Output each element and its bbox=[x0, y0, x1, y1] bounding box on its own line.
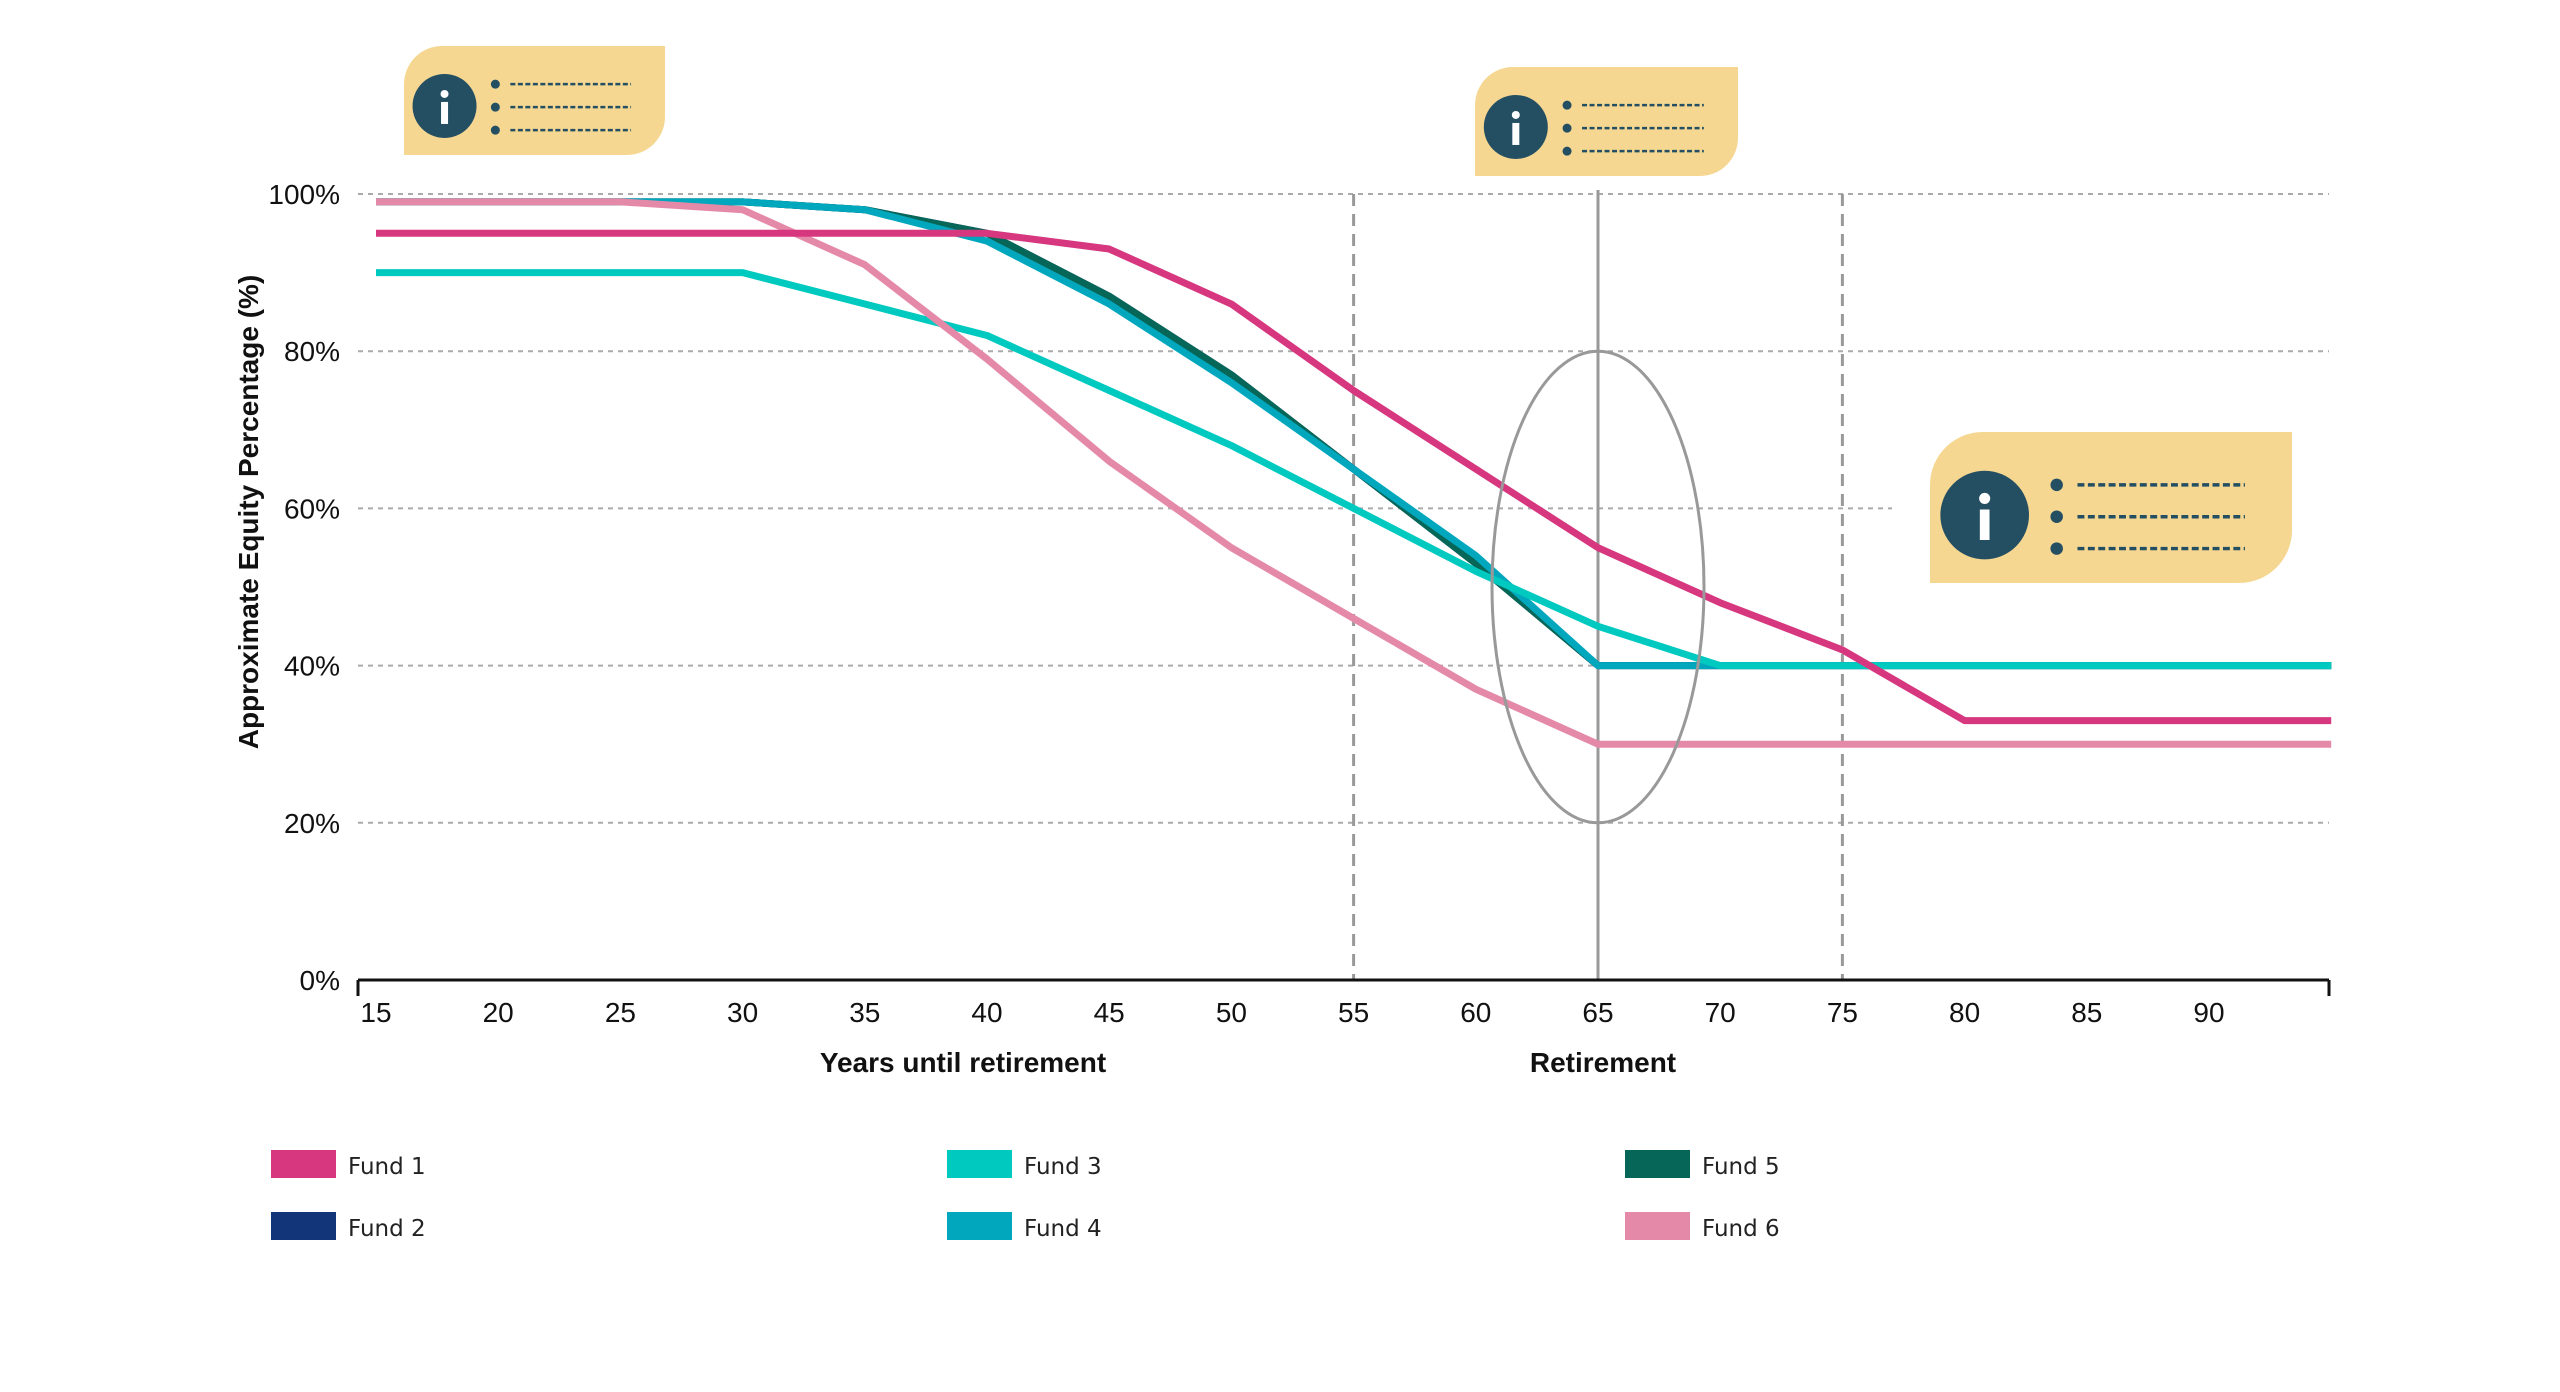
legend-swatch bbox=[1625, 1150, 1690, 1178]
x-tick-label: 40 bbox=[971, 997, 1002, 1028]
info-icon-stem bbox=[1512, 122, 1520, 145]
series-line-fund-6 bbox=[376, 198, 2332, 748]
x-tick-label: 60 bbox=[1460, 997, 1491, 1028]
info-icon-dot bbox=[1511, 110, 1520, 119]
x-tick-label: 70 bbox=[1705, 997, 1736, 1028]
bullet-icon bbox=[1562, 146, 1572, 156]
x-tick-label: 55 bbox=[1338, 997, 1369, 1028]
x-tick-label: 50 bbox=[1216, 997, 1247, 1028]
y-tick-label: 100% bbox=[268, 179, 340, 210]
bullet-icon bbox=[490, 125, 500, 135]
x-tick-label: 30 bbox=[727, 997, 758, 1028]
bullet-icon bbox=[490, 79, 500, 89]
x-tick-label: 20 bbox=[483, 997, 514, 1028]
legend-swatch bbox=[1625, 1212, 1690, 1240]
bullet-icon bbox=[2050, 510, 2063, 523]
legend-swatch bbox=[271, 1150, 336, 1178]
x-tick-label: 80 bbox=[1949, 997, 1980, 1028]
retirement-ellipse bbox=[1490, 349, 1706, 825]
legend-label: Fund 2 bbox=[348, 1216, 426, 1242]
reference-lines bbox=[1352, 190, 1844, 980]
bullet-icon bbox=[2050, 542, 2063, 555]
retirement-label: Retirement bbox=[1530, 1047, 1676, 1078]
info-callout bbox=[1475, 67, 1738, 176]
info-icon-stem bbox=[1979, 509, 1990, 540]
legend-label: Fund 1 bbox=[348, 1154, 426, 1180]
x-tick-label: 25 bbox=[605, 997, 636, 1028]
x-tick-label: 15 bbox=[360, 997, 391, 1028]
legend-swatch bbox=[271, 1212, 336, 1240]
info-callout bbox=[404, 46, 665, 155]
series-lines bbox=[376, 198, 2332, 825]
legend-swatch bbox=[947, 1150, 1012, 1178]
y-tick-label: 0% bbox=[300, 965, 340, 996]
y-tick-label: 80% bbox=[284, 336, 340, 367]
bullet-icon bbox=[1562, 100, 1572, 110]
x-tick-label: 85 bbox=[2071, 997, 2102, 1028]
info-icon-dot bbox=[440, 89, 449, 98]
y-axis-title: Approximate Equity Percentage (%) bbox=[233, 275, 264, 750]
legend-label: Fund 3 bbox=[1024, 1154, 1102, 1180]
info-icon-stem bbox=[441, 101, 449, 124]
axes: 0% 20% 40% 60% 80% 100% 15 20 25 30 35 40 45 50 55 60 65… bbox=[268, 179, 2331, 1028]
x-axis-title: Years until retirement bbox=[820, 1047, 1106, 1078]
legend: Fund 1 Fund 2 Fund 3 Fund 4 Fund 5 Fund 6 bbox=[271, 1150, 1780, 1242]
info-callout bbox=[1930, 432, 2292, 583]
legend-label: Fund 5 bbox=[1702, 1154, 1780, 1180]
bullet-icon bbox=[2050, 478, 2063, 492]
series-line-fund-1 bbox=[376, 229, 2332, 725]
y-tick-label: 20% bbox=[284, 808, 340, 839]
series-line-fund-3 bbox=[376, 269, 2332, 670]
callouts bbox=[404, 46, 2292, 583]
info-icon-dot bbox=[1979, 492, 1991, 504]
x-tick-label: 35 bbox=[849, 997, 880, 1028]
legend-label: Fund 4 bbox=[1024, 1216, 1102, 1242]
y-tick-label: 40% bbox=[284, 651, 340, 682]
x-tick-label: 65 bbox=[1582, 997, 1613, 1028]
series-line-fund-4 bbox=[376, 198, 2332, 670]
x-tick-label: 45 bbox=[1094, 997, 1125, 1028]
x-tick-label: 90 bbox=[2193, 997, 2224, 1028]
x-tick-label: 75 bbox=[1827, 997, 1858, 1028]
y-tick-label: 60% bbox=[284, 493, 340, 524]
legend-swatch bbox=[947, 1212, 1012, 1240]
legend-label: Fund 6 bbox=[1702, 1216, 1780, 1242]
bullet-icon bbox=[490, 102, 500, 112]
bullet-icon bbox=[1562, 123, 1572, 133]
